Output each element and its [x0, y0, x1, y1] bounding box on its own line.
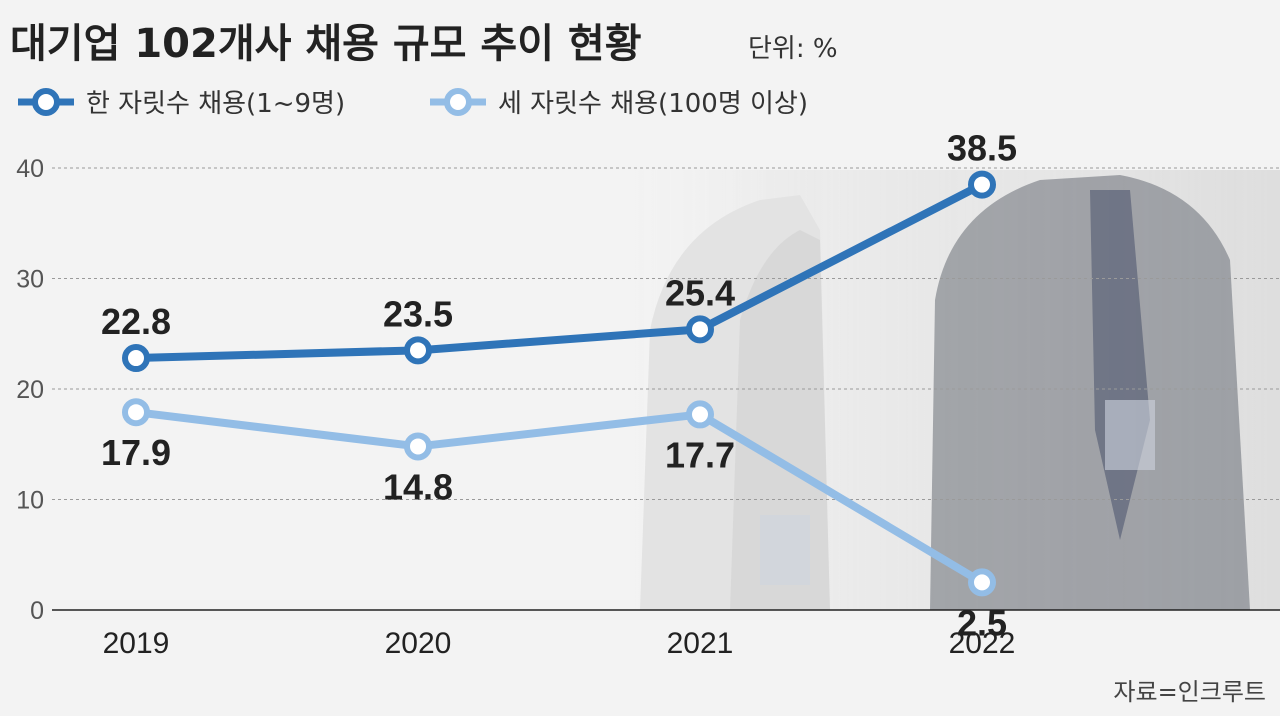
series-line — [132, 408, 986, 587]
data-label: 38.5 — [947, 128, 1017, 169]
data-point — [686, 400, 714, 429]
series: 22.8 23.5 25.4 38.5 — [101, 128, 1017, 373]
data-point — [968, 568, 996, 597]
data-label: 17.9 — [101, 432, 171, 473]
source-note: 자료=인크루트 — [1113, 678, 1266, 706]
background-photo — [610, 170, 1280, 610]
series: 17.9 14.8 17.7 2.5 — [101, 398, 1007, 643]
y-tick-label: 0 — [30, 597, 44, 625]
data-label: 23.5 — [383, 293, 453, 334]
x-tick-label: 2019 — [103, 627, 170, 660]
data-point — [122, 344, 150, 373]
data-point — [968, 170, 996, 199]
data-point — [404, 432, 432, 461]
y-tick-label: 40 — [16, 155, 44, 183]
chart-title: 대기업 102개사 채용 규모 추이 현황 — [10, 21, 642, 67]
legend-item: 한 자릿수 채용(1~9명) — [18, 88, 345, 119]
legend-marker — [444, 88, 472, 116]
legend-label: 한 자릿수 채용(1~9명) — [86, 89, 345, 119]
data-point — [122, 398, 150, 427]
data-label: 14.8 — [383, 466, 453, 507]
legend: 한 자릿수 채용(1~9명) 세 자릿수 채용(100명 이상) — [18, 88, 808, 119]
data-label: 17.7 — [665, 434, 735, 475]
y-axis: 0 10 20 30 40 — [16, 155, 44, 625]
data-label: 25.4 — [665, 272, 735, 313]
legend-item: 세 자릿수 채용(100명 이상) — [430, 88, 808, 119]
series-line — [132, 180, 986, 363]
unit-label: 단위: % — [748, 34, 838, 64]
gridlines — [52, 167, 1280, 611]
data-label: 2.5 — [957, 602, 1007, 643]
data-point — [404, 336, 432, 365]
y-tick-label: 20 — [16, 376, 44, 404]
y-tick-label: 10 — [16, 487, 44, 515]
legend-marker — [32, 88, 60, 116]
x-axis: 2019 2020 2021 2022 — [103, 627, 1016, 660]
data-point — [686, 315, 714, 344]
data-label: 22.8 — [101, 301, 171, 342]
series-layer: 17.9 14.8 17.7 2.5 22.8 23.5 25.4 38.5 — [101, 128, 1017, 644]
legend-label: 세 자릿수 채용(100명 이상) — [498, 89, 808, 119]
x-tick-label: 2022 — [949, 627, 1016, 660]
x-tick-label: 2020 — [385, 627, 452, 660]
y-tick-label: 30 — [16, 266, 44, 294]
x-tick-label: 2021 — [667, 627, 734, 660]
